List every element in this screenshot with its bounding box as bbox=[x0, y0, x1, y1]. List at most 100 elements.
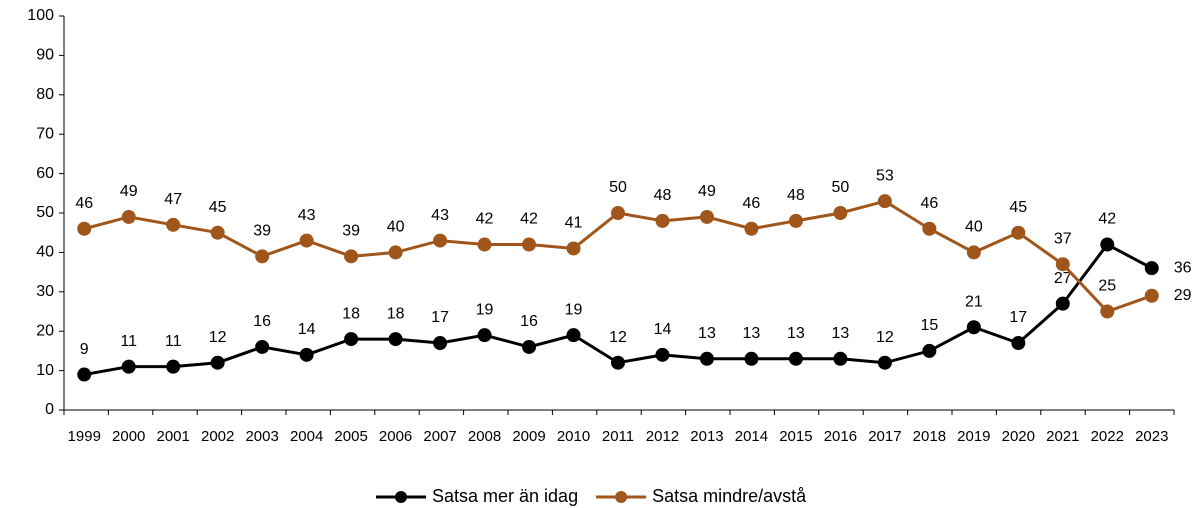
point bbox=[433, 336, 448, 351]
point bbox=[477, 328, 492, 343]
point bbox=[922, 343, 937, 358]
y-tick-label: 50 bbox=[36, 204, 54, 221]
x-tick-label: 2009 bbox=[512, 428, 545, 445]
x-tick-label: 2015 bbox=[779, 428, 812, 445]
data-label: 48 bbox=[787, 187, 805, 204]
data-label: 11 bbox=[120, 333, 137, 350]
point bbox=[877, 194, 892, 209]
x-tick-label: 2012 bbox=[646, 428, 679, 445]
point bbox=[1011, 336, 1026, 351]
point bbox=[388, 245, 403, 260]
data-label: 27 bbox=[1054, 270, 1072, 287]
data-label: 9 bbox=[80, 341, 89, 358]
y-tick-label: 10 bbox=[36, 362, 54, 379]
x-tick-label: 2001 bbox=[157, 428, 190, 445]
point bbox=[1055, 257, 1070, 272]
point bbox=[166, 359, 181, 374]
point bbox=[744, 221, 759, 236]
point bbox=[744, 351, 759, 366]
x-tick-label: 2021 bbox=[1046, 428, 1079, 445]
data-label: 50 bbox=[832, 179, 850, 196]
y-tick-label: 20 bbox=[36, 322, 54, 339]
point bbox=[1100, 237, 1115, 252]
point bbox=[966, 320, 981, 335]
x-tick-label: 2013 bbox=[690, 428, 723, 445]
y-tick-label: 70 bbox=[36, 125, 54, 142]
data-label: 46 bbox=[743, 195, 761, 212]
point bbox=[299, 347, 314, 362]
data-label: 14 bbox=[298, 321, 316, 338]
point bbox=[433, 233, 448, 248]
data-label: 13 bbox=[743, 325, 761, 342]
x-tick-label: 2011 bbox=[602, 428, 634, 445]
data-label: 49 bbox=[120, 183, 138, 200]
point bbox=[922, 221, 937, 236]
legend-label: Satsa mer än idag bbox=[432, 486, 578, 506]
data-label: 12 bbox=[876, 329, 894, 346]
data-label: 39 bbox=[253, 223, 271, 240]
point bbox=[77, 367, 92, 382]
x-tick-label: 2020 bbox=[1002, 428, 1035, 445]
x-tick-label: 2006 bbox=[379, 428, 412, 445]
point bbox=[1011, 225, 1026, 240]
data-label: 17 bbox=[1009, 309, 1027, 326]
y-tick-label: 80 bbox=[36, 86, 54, 103]
data-label: 21 bbox=[965, 293, 983, 310]
x-tick-label: 2019 bbox=[957, 428, 990, 445]
x-tick-label: 2022 bbox=[1091, 428, 1124, 445]
x-tick-label: 2002 bbox=[201, 428, 234, 445]
data-label: 42 bbox=[1098, 211, 1116, 228]
x-tick-label: 1999 bbox=[68, 428, 101, 445]
y-tick-label: 100 bbox=[27, 7, 54, 24]
x-tick-label: 2008 bbox=[468, 428, 501, 445]
x-tick-label: 2016 bbox=[824, 428, 857, 445]
data-label: 25 bbox=[1098, 278, 1116, 295]
data-label: 39 bbox=[342, 223, 360, 240]
data-label: 12 bbox=[209, 329, 227, 346]
data-label: 36 bbox=[1174, 259, 1192, 276]
x-tick-label: 2018 bbox=[913, 428, 946, 445]
legend-marker bbox=[615, 491, 628, 503]
data-label: 43 bbox=[431, 207, 449, 224]
point bbox=[1100, 304, 1115, 319]
point bbox=[121, 359, 136, 374]
data-label: 13 bbox=[787, 325, 805, 342]
point bbox=[477, 237, 492, 252]
point bbox=[655, 347, 670, 362]
point bbox=[611, 206, 625, 220]
point bbox=[1144, 261, 1159, 276]
data-label: 14 bbox=[654, 321, 672, 338]
point bbox=[833, 206, 848, 220]
y-tick-label: 30 bbox=[36, 283, 54, 300]
point bbox=[1055, 296, 1070, 311]
point bbox=[655, 213, 670, 228]
point bbox=[788, 213, 803, 228]
data-label: 29 bbox=[1174, 287, 1192, 304]
point bbox=[299, 233, 314, 248]
point bbox=[166, 217, 181, 232]
data-label: 19 bbox=[565, 301, 583, 318]
data-label: 17 bbox=[431, 309, 449, 326]
data-label: 40 bbox=[965, 219, 983, 236]
x-tick-label: 2000 bbox=[112, 428, 145, 445]
data-label: 41 bbox=[565, 215, 583, 232]
x-tick-label: 2014 bbox=[735, 428, 768, 445]
point bbox=[699, 351, 714, 366]
point bbox=[522, 339, 537, 354]
point bbox=[1144, 288, 1159, 303]
point bbox=[522, 237, 537, 252]
data-label: 50 bbox=[609, 179, 627, 196]
point bbox=[210, 355, 225, 370]
point bbox=[344, 249, 359, 264]
x-tick-label: 2005 bbox=[334, 428, 367, 445]
y-tick-label: 60 bbox=[36, 165, 54, 182]
point bbox=[210, 225, 225, 240]
data-label: 15 bbox=[920, 317, 938, 334]
data-label: 47 bbox=[164, 191, 182, 208]
x-tick-label: 2004 bbox=[290, 428, 323, 445]
data-label: 19 bbox=[476, 301, 494, 318]
point bbox=[699, 209, 714, 224]
point bbox=[966, 245, 981, 260]
x-tick-label: 2010 bbox=[557, 428, 590, 445]
